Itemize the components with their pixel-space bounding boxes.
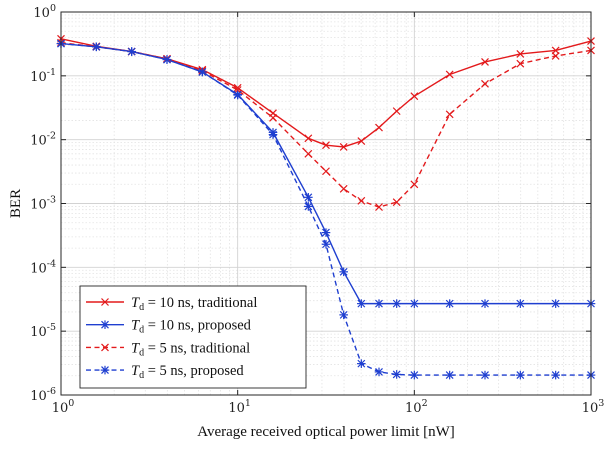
data-point [233,90,242,100]
data-point [339,267,348,277]
data-point [375,123,383,132]
data-point [92,42,101,52]
data-point [392,198,401,207]
data-point [516,370,525,380]
data-point [304,149,313,158]
data-point [410,370,419,380]
data-point [551,299,560,308]
data-point [357,359,366,368]
x-tick-label: 102 [405,398,428,416]
legend: Td = 10 ns, traditional Td = 10 ns, propo… [79,285,307,389]
data-point [304,134,313,143]
data-point [410,92,419,101]
data-point [269,113,277,122]
data-point [339,310,348,320]
data-point [339,184,348,193]
legend-label: Td = 10 ns, proposed [131,318,252,336]
data-point [101,298,109,306]
data-point [321,239,331,249]
data-point [445,110,454,119]
data-point [551,370,560,380]
data-point [339,142,348,151]
y-tick-label: 100 [33,3,56,21]
y-axis-label: BER [8,189,24,218]
legend-item: Td = 5 ns, traditional [86,340,250,358]
y-tick-label: 10-2 [30,131,56,149]
data-point [101,343,109,352]
x-tick-label: 103 [582,398,605,416]
legend-label: Td = 10 ns, traditional [131,295,257,313]
legend-item: Td = 5 ns, proposed [86,363,244,381]
data-point [321,228,331,237]
data-point [445,370,454,380]
series-layer [56,34,596,380]
legend-label: Td = 5 ns, traditional [131,340,250,358]
data-point [445,70,454,79]
y-tick-label: 10-1 [30,67,56,85]
data-point [322,167,330,176]
data-point [233,83,242,92]
x-tick-label: 100 [52,398,75,416]
y-tick-label: 10-5 [30,322,56,340]
data-point [268,130,278,139]
data-point [127,47,136,56]
y-tick-label: 10-6 [30,386,56,404]
data-point [481,58,489,66]
x-tick-label: 101 [228,398,251,416]
legend-item: Td = 10 ns, traditional [86,295,257,313]
data-point [516,59,525,68]
data-point [392,299,401,308]
data-point [374,299,384,308]
data-point [481,79,489,88]
data-point [375,203,383,211]
data-point [392,107,401,116]
data-point [357,196,366,205]
data-point [410,180,419,189]
data-point [551,52,560,60]
data-point [374,367,384,377]
data-point [410,299,419,308]
data-point [100,365,110,375]
axis-ticks [60,11,592,396]
data-point [322,141,330,150]
data-point [445,299,454,308]
legend-item: Td = 10 ns, proposed [86,318,252,336]
data-point [480,370,490,380]
data-point [198,67,207,77]
legend-label: Td = 5 ns, proposed [131,363,244,381]
x-axis-label: Average received optical power limit [nW… [197,424,455,440]
y-tick-label: 10-3 [30,195,56,213]
legend-box [79,285,307,389]
data-point [392,370,401,379]
data-point [357,137,366,146]
tick-labels: 100 101 102 103 10-6 10-5 10-4 10-3 10-2 10-1 100 [30,3,604,416]
data-point [357,299,366,308]
data-point [162,55,172,64]
y-tick-label: 10-4 [30,258,56,276]
data-point [304,193,313,202]
data-point [304,202,313,211]
data-point [100,320,110,329]
data-point [516,299,525,308]
data-point [516,50,525,58]
data-point [480,299,490,308]
